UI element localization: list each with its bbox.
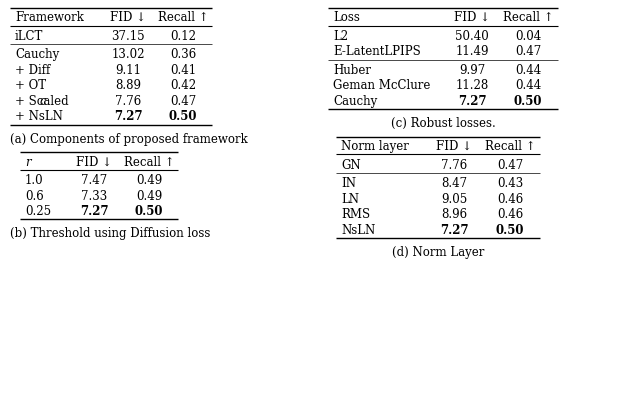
Text: 7.27: 7.27 — [440, 224, 468, 237]
Text: 0.50: 0.50 — [135, 205, 163, 218]
Text: NsLN: NsLN — [341, 224, 375, 237]
Text: + Diff: + Diff — [15, 64, 51, 77]
Text: 9.97: 9.97 — [459, 64, 485, 77]
Text: 0.44: 0.44 — [515, 64, 541, 77]
Text: 0.41: 0.41 — [170, 64, 196, 77]
Text: 0.49: 0.49 — [136, 174, 162, 187]
Text: 0.04: 0.04 — [515, 30, 541, 43]
Text: 37.15: 37.15 — [111, 30, 145, 43]
Text: Recall ↑: Recall ↑ — [484, 140, 535, 153]
Text: 7.27: 7.27 — [458, 95, 486, 108]
Text: 9.05: 9.05 — [441, 193, 467, 206]
Text: 1.0: 1.0 — [25, 174, 44, 187]
Text: Recall ↑: Recall ↑ — [124, 156, 174, 169]
Text: IN: IN — [341, 177, 356, 190]
Text: Loss: Loss — [333, 11, 360, 24]
Text: FID ↓: FID ↓ — [436, 140, 472, 153]
Text: 8.47: 8.47 — [441, 177, 467, 190]
Text: 0.25: 0.25 — [25, 205, 51, 218]
Text: 9.11: 9.11 — [115, 64, 141, 77]
Text: 0.47: 0.47 — [515, 45, 541, 58]
Text: 8.89: 8.89 — [115, 79, 141, 92]
Text: Framework: Framework — [15, 11, 84, 24]
Text: 7.76: 7.76 — [115, 95, 141, 108]
Text: Huber: Huber — [333, 64, 371, 77]
Text: 0.46: 0.46 — [497, 193, 523, 206]
Text: Cauchy: Cauchy — [333, 95, 377, 108]
Text: (c) Robust losses.: (c) Robust losses. — [390, 117, 495, 130]
Text: + Scaled: + Scaled — [15, 95, 72, 108]
Text: 8.96: 8.96 — [441, 208, 467, 221]
Text: 11.49: 11.49 — [455, 45, 489, 58]
Text: 13.02: 13.02 — [111, 48, 145, 61]
Text: + NsLN: + NsLN — [15, 110, 63, 123]
Text: 7.47: 7.47 — [81, 174, 107, 187]
Text: E-LatentLPIPS: E-LatentLPIPS — [333, 45, 420, 58]
Text: 0.43: 0.43 — [497, 177, 523, 190]
Text: (a) Components of proposed framework: (a) Components of proposed framework — [10, 132, 248, 145]
Text: Recall ↑: Recall ↑ — [502, 11, 554, 24]
Text: c: c — [40, 95, 46, 108]
Text: 0.12: 0.12 — [170, 30, 196, 43]
Text: r: r — [25, 156, 31, 169]
Text: LN: LN — [341, 193, 359, 206]
Text: 0.50: 0.50 — [496, 224, 524, 237]
Text: FID ↓: FID ↓ — [454, 11, 490, 24]
Text: 7.33: 7.33 — [81, 190, 107, 203]
Text: 11.28: 11.28 — [456, 79, 488, 92]
Text: 7.27: 7.27 — [114, 110, 142, 123]
Text: 0.42: 0.42 — [170, 79, 196, 92]
Text: GN: GN — [341, 159, 360, 172]
Text: FID ↓: FID ↓ — [110, 11, 146, 24]
Text: L2: L2 — [333, 30, 348, 43]
Text: 50.40: 50.40 — [455, 30, 489, 43]
Text: Geman McClure: Geman McClure — [333, 79, 430, 92]
Text: Cauchy: Cauchy — [15, 48, 60, 61]
Text: 0.44: 0.44 — [515, 79, 541, 92]
Text: 0.50: 0.50 — [169, 110, 197, 123]
Text: 0.50: 0.50 — [514, 95, 542, 108]
Text: + OT: + OT — [15, 79, 46, 92]
Text: 0.6: 0.6 — [25, 190, 44, 203]
Text: 0.47: 0.47 — [170, 95, 196, 108]
Text: (d) Norm Layer: (d) Norm Layer — [392, 246, 484, 259]
Text: 0.49: 0.49 — [136, 190, 162, 203]
Text: RMS: RMS — [341, 208, 370, 221]
Text: 0.36: 0.36 — [170, 48, 196, 61]
Text: 7.27: 7.27 — [80, 205, 108, 218]
Text: Recall ↑: Recall ↑ — [157, 11, 208, 24]
Text: FID ↓: FID ↓ — [76, 156, 112, 169]
Text: Norm layer: Norm layer — [341, 140, 409, 153]
Text: 0.46: 0.46 — [497, 208, 523, 221]
Text: (b) Threshold using Diffusion loss: (b) Threshold using Diffusion loss — [10, 228, 211, 241]
Text: 0.47: 0.47 — [497, 159, 523, 172]
Text: iLCT: iLCT — [15, 30, 44, 43]
Text: 7.76: 7.76 — [441, 159, 467, 172]
